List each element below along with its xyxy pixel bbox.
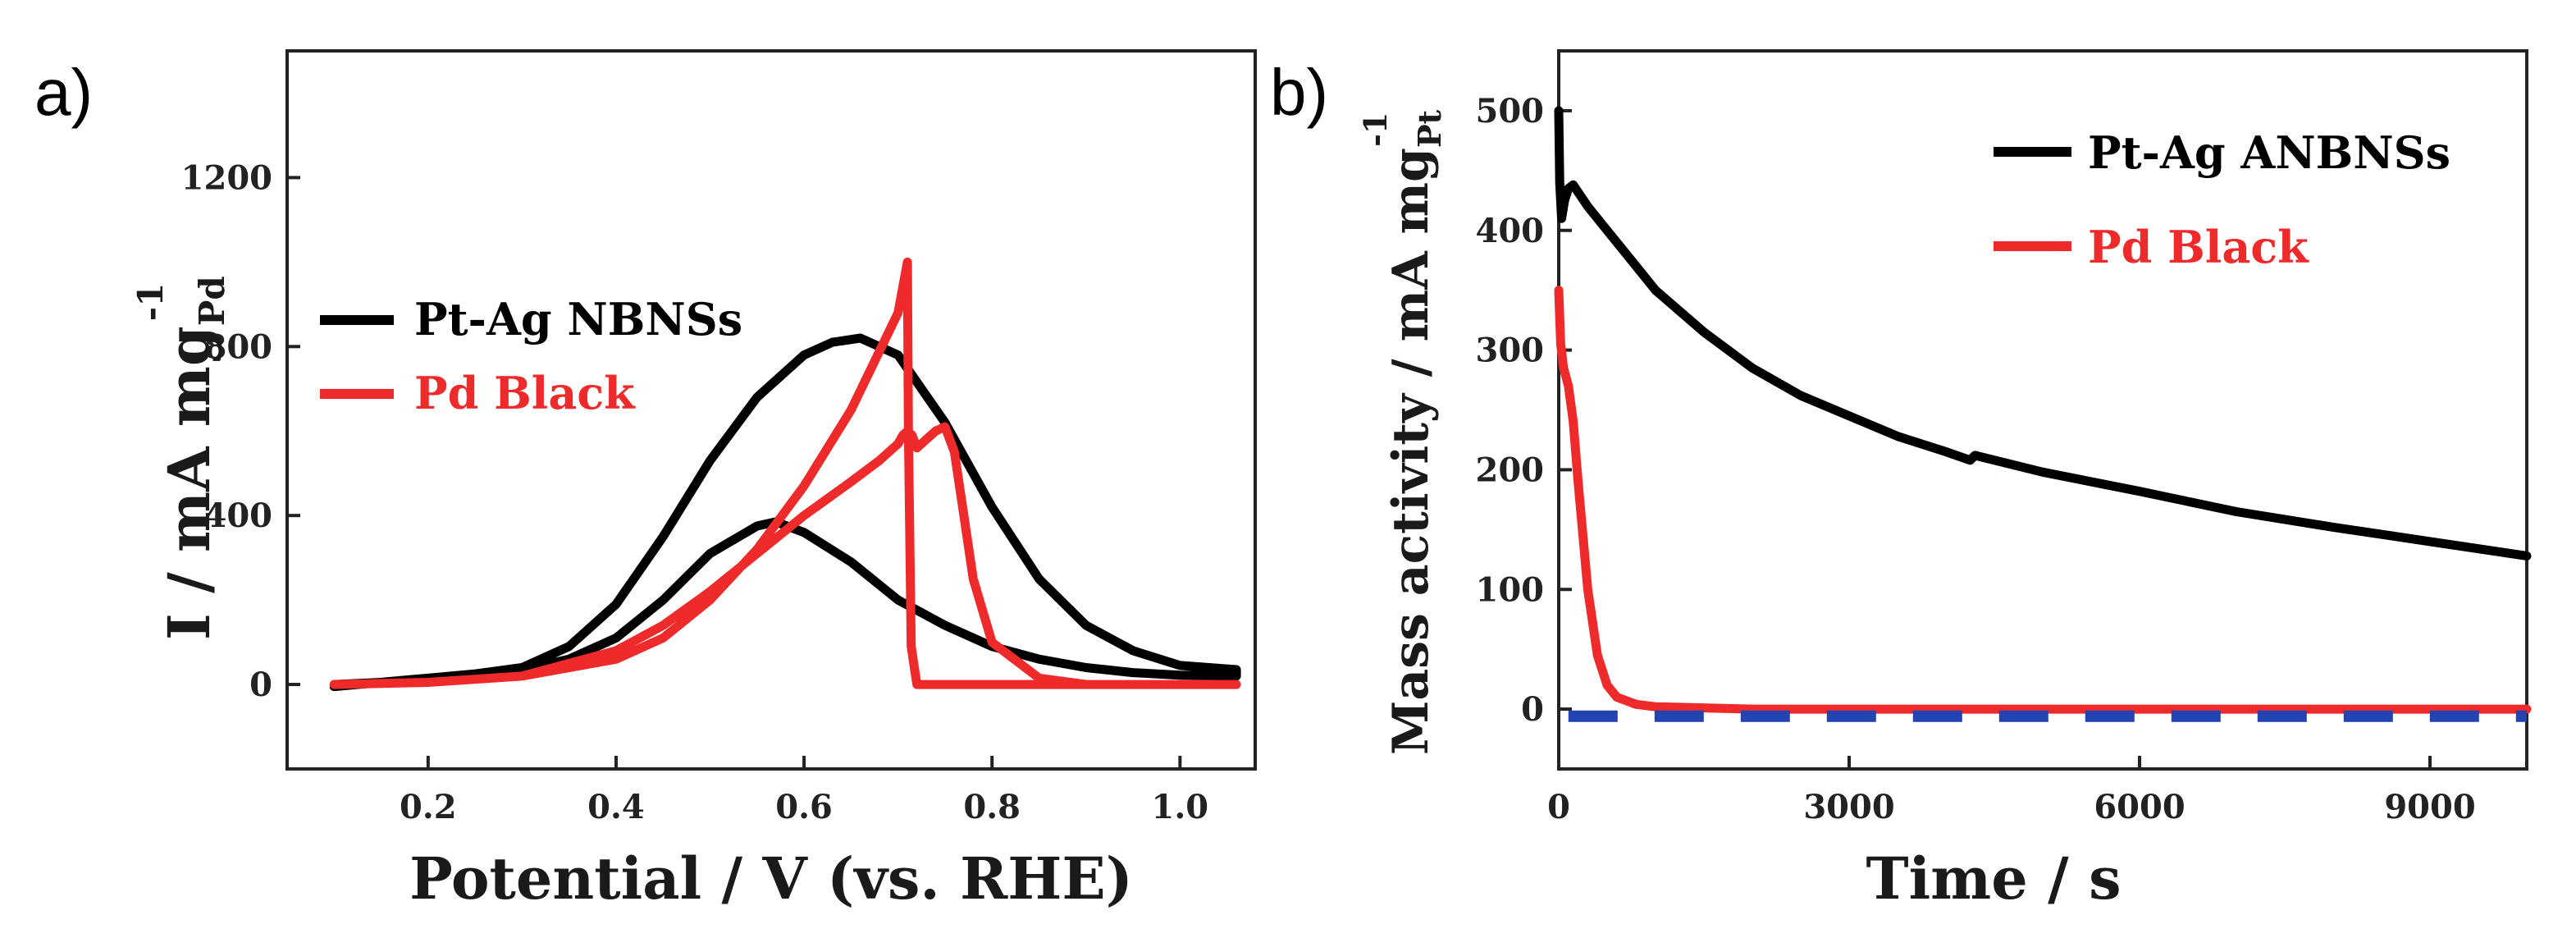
panel-a-label: a) — [34, 56, 93, 129]
panel-a-series-pd-black — [329, 257, 1241, 689]
legend-b-text-0: Pt-Ag ANBNSs — [2088, 126, 2450, 179]
panel-a-legend: Pt-Ag NBNSs Pd Black — [320, 293, 742, 419]
panel-b-y-tick-label: 200 — [1476, 451, 1545, 489]
panel-b-x-tick-label: 6000 — [2094, 788, 2185, 826]
panel-b-y-title: Mass activity / mA mgPt -1 — [1357, 109, 1448, 755]
panel-b-x-ticks: 0 3000 6000 9000 — [1547, 756, 2476, 826]
panel-a-y-title-sup: -1 — [130, 283, 171, 322]
panel-b-legend: Pt-Ag ANBNSs Pd Black — [1994, 126, 2450, 273]
panel-a-x-tick-label: 1.0 — [1152, 788, 1209, 826]
panel-b-y-tick-label: 100 — [1476, 570, 1545, 609]
panel-a-y-tick-label: 1200 — [181, 158, 272, 197]
panel-b-series — [1554, 106, 2532, 722]
panel-a-y-tick-label: 800 — [204, 327, 273, 366]
panel-b-y-tick-label: 400 — [1476, 212, 1545, 250]
panel-b-y-title-sub: Pt — [1411, 109, 1448, 148]
panel-b-y-tick-label: 0 — [1521, 690, 1544, 729]
panel-b-x-tick-label: 9000 — [2384, 788, 2475, 826]
panel-b-y-title-sup: -1 — [1357, 112, 1394, 147]
panel-a-y-tick-label: 400 — [204, 496, 273, 535]
panel-a-y-title-main: I / mA mg — [155, 326, 223, 640]
panel-b-y-title-main: Mass activity / mA mg — [1382, 148, 1440, 755]
panel-b-y-tick-label: 300 — [1476, 332, 1545, 370]
legend-a-text-1: Pd Black — [414, 367, 636, 419]
panel-a-series — [329, 257, 1241, 692]
panel-b-x-tick-label: 0 — [1547, 788, 1570, 826]
panel-b-series-pt-ag-anbnss — [1554, 106, 2532, 561]
panel-a-series-pt-ag-nbnss — [329, 333, 1241, 692]
panel-a-y-tick-label: 0 — [249, 666, 272, 704]
panel-a-frame — [285, 49, 1257, 771]
legend-a-text-0: Pt-Ag NBNSs — [414, 293, 742, 345]
panel-a: a) 0.2 0.4 0.6 0.8 1.0 0 400 800 1200 Potential… — [34, 49, 1257, 913]
panel-b-x-tick-label: 3000 — [1803, 788, 1894, 826]
legend-b-text-1: Pd Black — [2088, 221, 2309, 273]
panel-b-y-tick-label: 500 — [1476, 92, 1545, 130]
panel-b-series-pd-black — [1554, 286, 2532, 714]
panel-b-frame — [1557, 49, 2528, 771]
panel-b-y-ticks: 0 100 200 300 400 500 — [1476, 92, 1572, 729]
panel-a-y-title-sub: Pd — [192, 276, 232, 326]
panel-a-x-tick-label: 0.8 — [963, 788, 1021, 826]
panel-b-label: b) — [1270, 56, 1328, 129]
panel-b: b) 0 3000 6000 9000 0 100 200 300 400 500 Time /… — [1270, 49, 2532, 913]
panel-a-x-tick-label: 0.2 — [400, 788, 457, 826]
panel-a-x-ticks: 0.2 0.4 0.6 0.8 1.0 — [400, 756, 1208, 826]
panel-b-x-title: Time / s — [1866, 844, 2121, 913]
panel-a-y-title: I / mA mgPd -1 — [130, 276, 232, 640]
panel-a-x-tick-label: 0.4 — [587, 788, 645, 826]
panel-a-y-ticks: 0 400 800 1200 — [181, 158, 300, 704]
panel-a-x-tick-label: 0.6 — [775, 788, 833, 826]
panel-a-x-title: Potential / V (vs. RHE) — [409, 844, 1133, 913]
